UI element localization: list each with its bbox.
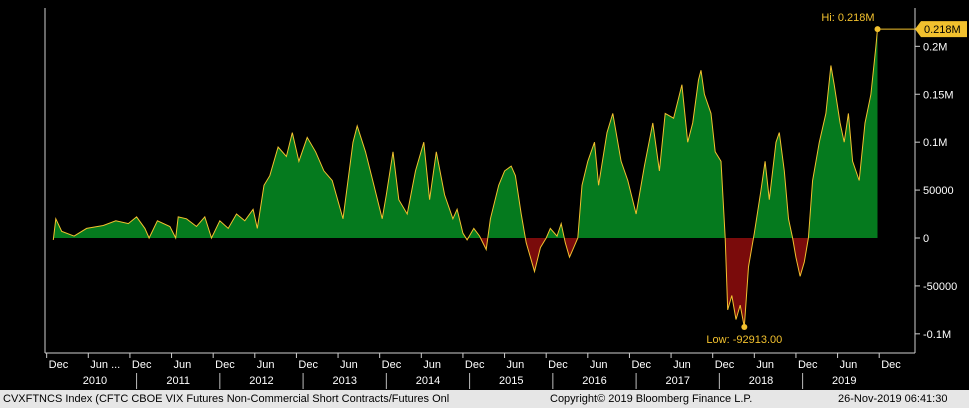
x-year-label: 2011 (166, 375, 190, 387)
x-year-label: 2014 (416, 375, 440, 387)
y-tick-label: 0.2M (923, 41, 947, 53)
x-tick-label: Dec (548, 359, 568, 371)
x-tick-label: Dec (382, 359, 402, 371)
x-tick-label: Jun (507, 359, 525, 371)
x-tick-label: Jun (673, 359, 691, 371)
low-marker (741, 324, 748, 331)
y-tick-label: 0 (923, 233, 929, 245)
x-tick-label: Jun (590, 359, 608, 371)
x-tick-label: Dec (465, 359, 485, 371)
area-fill-positive (577, 70, 726, 238)
x-tick-label: Jun (340, 359, 358, 371)
x-year-label: 2018 (749, 375, 773, 387)
x-tick-label: Dec (132, 359, 152, 371)
y-tick-label: -50000 (923, 281, 957, 293)
chart-background (0, 0, 969, 390)
area-fill-positive (546, 223, 565, 238)
area-fill-positive (487, 166, 526, 238)
footer-ticker: CVXFTNCS Index (CFTC CBOE VIX Futures No… (3, 393, 450, 405)
x-tick-label: Dec (715, 359, 735, 371)
x-tick-label: Jun (174, 359, 192, 371)
x-year-label: 2010 (83, 375, 107, 387)
high-value-badge-label: 0.218M (924, 24, 961, 36)
area-fill-negative (792, 238, 809, 277)
high-label: Hi: 0.218M (821, 12, 874, 24)
area-fill-negative (725, 238, 754, 327)
x-year-label: 2013 (332, 375, 356, 387)
area-fill-negative (564, 238, 578, 258)
x-tick-label: Jun (756, 359, 774, 371)
y-tick-label: -0.1M (923, 329, 951, 341)
x-year-label: 2016 (582, 375, 606, 387)
y-tick-label: 50000 (923, 185, 954, 197)
x-year-label: 2015 (499, 375, 523, 387)
series-layer (52, 29, 878, 328)
x-tick-label: Dec (631, 359, 651, 371)
area-fill-positive (753, 132, 793, 238)
y-tick-label: 0.1M (923, 137, 947, 149)
y-tick-label: 0.15M (923, 89, 954, 101)
x-year-label: 2019 (832, 375, 856, 387)
x-tick-label: Jun (840, 359, 858, 371)
annotation-layer: Hi: 0.218M 0.218M Low: -92913.00 (706, 12, 967, 346)
area-fill-positive (468, 228, 481, 238)
x-tick-label: Jun (423, 359, 441, 371)
chart: 0.2M 0.15M 0.1M 50000 0 -50000 -0.1M Dec Jun ...… (0, 0, 969, 390)
x-tick-label: Dec (298, 359, 318, 371)
footer-copyright: Copyright© 2019 Bloomberg Finance L.P. (550, 393, 753, 405)
high-marker (874, 26, 881, 33)
x-tick-label: Dec (215, 359, 235, 371)
x-tick-label: Dec (49, 359, 69, 371)
x-year-label: 2017 (665, 375, 689, 387)
x-tick-label: Jun ... (90, 359, 120, 371)
footer-timestamp: 26-Nov-2019 06:41:30 (838, 393, 948, 405)
axes-layer: 0.2M 0.15M 0.1M 50000 0 -50000 -0.1M Dec Jun ...… (44, 8, 957, 389)
series-line (52, 29, 878, 328)
low-label: Low: -92913.00 (706, 334, 782, 346)
x-tick-label: Dec (881, 359, 901, 371)
x-year-label: 2012 (249, 375, 273, 387)
area-fill-positive (808, 29, 878, 238)
area-fill-positive (53, 125, 466, 238)
high-value-badge (915, 21, 967, 38)
x-tick-label: Dec (798, 359, 818, 371)
footer: CVXFTNCS Index (CFTC CBOE VIX Futures No… (0, 390, 969, 408)
x-tick-label: Jun (257, 359, 275, 371)
